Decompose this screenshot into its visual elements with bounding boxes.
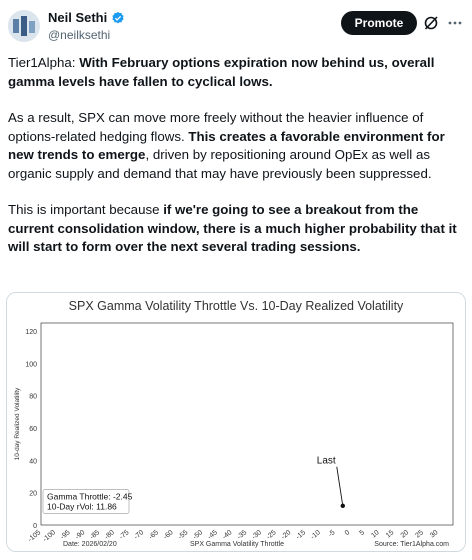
promote-button[interactable]: Promote	[341, 11, 417, 35]
x-tick-label: 25	[414, 529, 425, 539]
x-tick-label: 0	[344, 529, 352, 537]
x-tick-label: -15	[295, 529, 307, 541]
x-axis-label: SPX Gamma Volatility Throttle	[190, 541, 284, 548]
x-tick-label: 20	[400, 529, 411, 539]
x-tick-label: 10	[370, 529, 381, 539]
x-tick-label: 30	[429, 529, 440, 539]
post-header: Neil Sethi @neilksethi Promote	[0, 0, 472, 52]
y-tick-label: 0	[33, 523, 37, 530]
avatar-image	[8, 10, 40, 42]
author-name[interactable]: Neil Sethi	[48, 10, 108, 25]
y-tick-label: 60	[29, 426, 37, 433]
more-dots-icon[interactable]	[444, 12, 466, 34]
x-tick-label: -70	[133, 529, 145, 541]
x-tick-label: -75	[118, 529, 130, 541]
avatar[interactable]	[8, 10, 40, 42]
x-tick-label: -40	[221, 529, 233, 541]
x-tick-label: 5	[359, 529, 367, 537]
date-label: Date: 2026/02/20	[63, 541, 117, 548]
x-tick-label: -90	[74, 529, 86, 541]
x-tick-label: -50	[192, 529, 204, 541]
x-tick-label: -60	[162, 529, 174, 541]
x-tick-label: -65	[148, 529, 160, 541]
y-tick-label: 100	[25, 361, 37, 368]
x-tick-label: -35	[236, 529, 248, 541]
post-paragraph-1: Tier1Alpha: With February options expira…	[8, 55, 435, 89]
y-tick-label: 40	[29, 458, 37, 465]
x-tick-label: -25	[265, 529, 277, 541]
y-axis-label: 10-day Realized Volatility	[14, 387, 21, 460]
x-tick-label: -85	[89, 529, 101, 541]
x-tick-label: 15	[385, 529, 396, 539]
source-label: Source: Tier1Alpha.com	[374, 541, 449, 548]
chart-title: SPX Gamma Volatility Throttle Vs. 10-Day…	[69, 299, 404, 313]
info-box	[42, 489, 130, 514]
post-paragraph-2: As a result, SPX can move more freely wi…	[8, 110, 445, 181]
post-paragraph-3: This is important because if we're going…	[8, 202, 457, 254]
last-pointer	[336, 466, 344, 506]
x-tick-label: -30	[251, 529, 263, 541]
y-tick-label: 120	[25, 329, 37, 336]
x-tick-label: -45	[207, 529, 219, 541]
chart-image[interactable]: SPX Gamma Volatility Throttle Vs. 10-Day…	[6, 292, 466, 552]
grok-icon[interactable]	[420, 12, 442, 34]
y-tick-label: 80	[29, 394, 37, 401]
x-tick-label: -20	[280, 529, 292, 541]
last-point	[340, 503, 345, 509]
info-gamma-throttle: Gamma Throttle: -2.45	[47, 491, 133, 501]
x-tick-label: -95	[59, 529, 71, 541]
x-tick-label: -55	[177, 529, 189, 541]
x-tick-label: -10	[310, 529, 322, 541]
post-text: Tier1Alpha: With February options expira…	[8, 54, 464, 275]
chart-svg: SPX Gamma Volatility Throttle Vs. 10-Day…	[7, 293, 465, 551]
x-tick-label: -5	[327, 529, 336, 538]
y-tick-label: 20	[29, 491, 37, 498]
verified-badge-icon	[112, 11, 124, 23]
info-realized-vol: 10-Day rVol: 11.86	[47, 501, 117, 511]
author-handle[interactable]: @neilksethi	[48, 28, 111, 42]
last-label: Last	[317, 456, 336, 467]
x-tick-label: -80	[104, 529, 116, 541]
